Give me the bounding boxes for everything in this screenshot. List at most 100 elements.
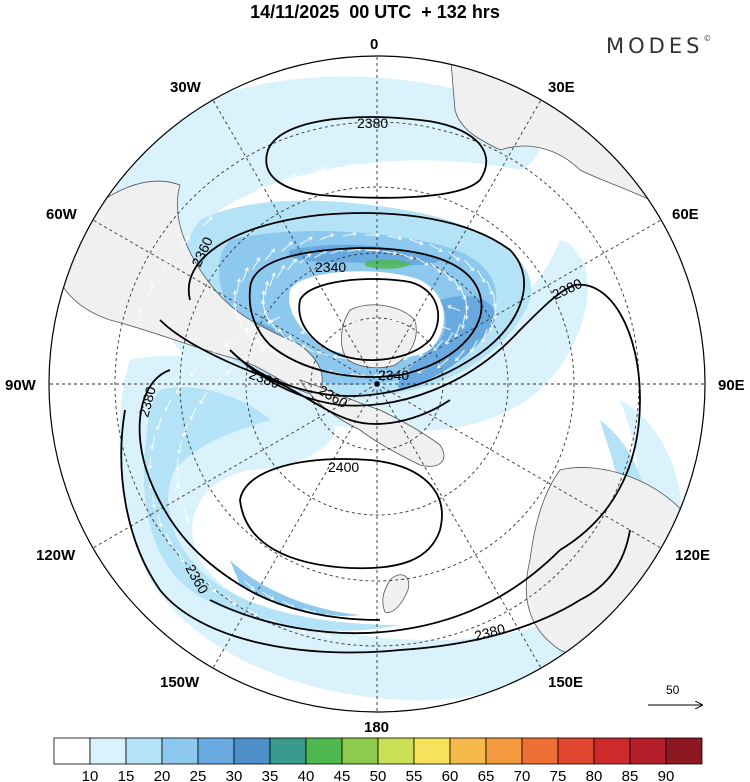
wind-arrow bbox=[182, 423, 188, 438]
wind-arrow bbox=[201, 540, 209, 554]
colorbar-tick-label: 55 bbox=[406, 768, 423, 782]
wind-arrow bbox=[205, 350, 217, 362]
wind-arrow bbox=[464, 295, 470, 311]
wind-arrow bbox=[288, 337, 301, 348]
wind-arrow bbox=[445, 332, 454, 346]
wind-arrow bbox=[269, 349, 282, 360]
wind-arrow bbox=[299, 253, 312, 264]
wind-arrow bbox=[242, 266, 249, 282]
colorbar-swatch bbox=[305, 737, 343, 765]
lon-label-60e: 60E bbox=[672, 206, 699, 223]
wind-arrow bbox=[236, 314, 244, 330]
colorbar-swatch bbox=[377, 737, 415, 765]
wind-arrow bbox=[418, 346, 431, 357]
lat-circle-2 bbox=[245, 252, 509, 516]
wind-arrow bbox=[176, 550, 185, 563]
wind-arrow bbox=[429, 262, 442, 273]
wind-arrow bbox=[437, 324, 451, 331]
lon-label-90e: 90E bbox=[718, 377, 745, 394]
south-pole-marker bbox=[374, 381, 380, 387]
wind-arrow bbox=[421, 300, 435, 306]
lon-label-30w: 30W bbox=[170, 79, 202, 96]
wind-arrow bbox=[286, 258, 297, 271]
lon-label-150e: 150E bbox=[548, 674, 583, 691]
lon-label-60w: 60W bbox=[46, 206, 78, 223]
wind-arrow bbox=[151, 494, 157, 509]
wind-arrow bbox=[147, 282, 155, 296]
wind-arrow bbox=[343, 637, 358, 642]
lon-label-120w: 120W bbox=[36, 547, 76, 564]
wind-arrow bbox=[261, 290, 266, 305]
map-title: 14/11/2025 00 UTC + 132 hrs bbox=[250, 2, 500, 22]
colorbar-swatch bbox=[629, 737, 667, 765]
wind-arrow bbox=[207, 582, 217, 593]
wind-arrow bbox=[157, 513, 163, 528]
lon-label-150w: 150W bbox=[160, 674, 200, 691]
wind-arrow bbox=[437, 358, 449, 369]
contour-label-2380-west: 2380 bbox=[135, 384, 159, 418]
wind-arrow bbox=[470, 339, 479, 353]
wind-arrow bbox=[454, 323, 461, 338]
wind-arrow bbox=[448, 250, 461, 261]
wind-arrow bbox=[202, 216, 213, 227]
meridian-line bbox=[212, 99, 378, 385]
wind-arrow bbox=[318, 633, 332, 639]
wind-arrow bbox=[225, 595, 237, 606]
wind-arrow bbox=[199, 392, 208, 405]
colorbar-tick-label: 30 bbox=[226, 768, 243, 782]
wind-arrow bbox=[224, 337, 236, 347]
wind-arrow bbox=[267, 316, 281, 324]
wind-arrow bbox=[264, 280, 270, 296]
wind-arrow bbox=[164, 399, 172, 412]
wind-arrow bbox=[165, 532, 173, 546]
longitude-labels: 0 30E 60E 90E 120E 150E 180 150W 120W 90… bbox=[5, 36, 745, 736]
wind-arrow bbox=[189, 365, 199, 377]
wind-arrow bbox=[492, 305, 498, 320]
colorbar-tick-label: 35 bbox=[262, 768, 279, 782]
contour-label-2340-center: 2340 bbox=[378, 367, 409, 383]
wind-arrow bbox=[414, 320, 429, 326]
lon-label-120e: 120E bbox=[675, 547, 710, 564]
wind-arrow bbox=[236, 278, 242, 293]
wind-arrow bbox=[180, 236, 190, 248]
wind-arrow bbox=[342, 231, 358, 237]
contour-2380-south bbox=[138, 369, 381, 621]
wind-arrow bbox=[175, 457, 180, 472]
wind-arrow bbox=[382, 250, 398, 256]
wind-arrow bbox=[244, 326, 258, 334]
contour-2380-east bbox=[229, 283, 641, 551]
colorbar-swatch bbox=[125, 737, 163, 765]
wind-arrow bbox=[299, 236, 313, 245]
colorbar-swatch bbox=[557, 737, 595, 765]
colorbar-swatch bbox=[341, 737, 379, 765]
colorbar-tick-label: 90 bbox=[658, 768, 675, 782]
colorbar-tick-label: 80 bbox=[586, 768, 603, 782]
wind-arrow bbox=[454, 349, 465, 362]
wind-arrow bbox=[190, 566, 200, 579]
colorbar-tick-label: 45 bbox=[334, 768, 351, 782]
meridian-line bbox=[376, 99, 542, 385]
lat-circle-3 bbox=[179, 186, 575, 582]
southern-jet-inner bbox=[143, 387, 400, 631]
wind-arrow bbox=[291, 308, 305, 315]
wind-arrow bbox=[440, 170, 455, 176]
contour-2380-bottom bbox=[209, 549, 561, 635]
colorbar-swatch bbox=[161, 737, 199, 765]
colorbar-tick-label: 10 bbox=[82, 768, 99, 782]
wind-arrow bbox=[211, 378, 221, 390]
wind-arrow bbox=[460, 314, 466, 330]
colorbar-tick-label: 20 bbox=[154, 768, 171, 782]
map-border bbox=[48, 55, 706, 713]
wind-arrow bbox=[590, 270, 599, 283]
colorbar-swatch bbox=[413, 737, 451, 765]
wind-arrow bbox=[162, 258, 171, 271]
wind-arrow bbox=[129, 335, 134, 350]
wind-arrow bbox=[322, 323, 336, 329]
colorbar: 10 15 20 25 30 35 40 45 50 55 60 65 70 75 80 85 90 bbox=[53, 737, 703, 782]
lon-label-0: 0 bbox=[370, 36, 378, 53]
wind-arrow bbox=[499, 192, 513, 200]
wind-arrow bbox=[409, 238, 424, 246]
meridian-line bbox=[376, 219, 662, 385]
wind-arrow bbox=[442, 269, 453, 282]
wind-arrow bbox=[486, 280, 494, 296]
